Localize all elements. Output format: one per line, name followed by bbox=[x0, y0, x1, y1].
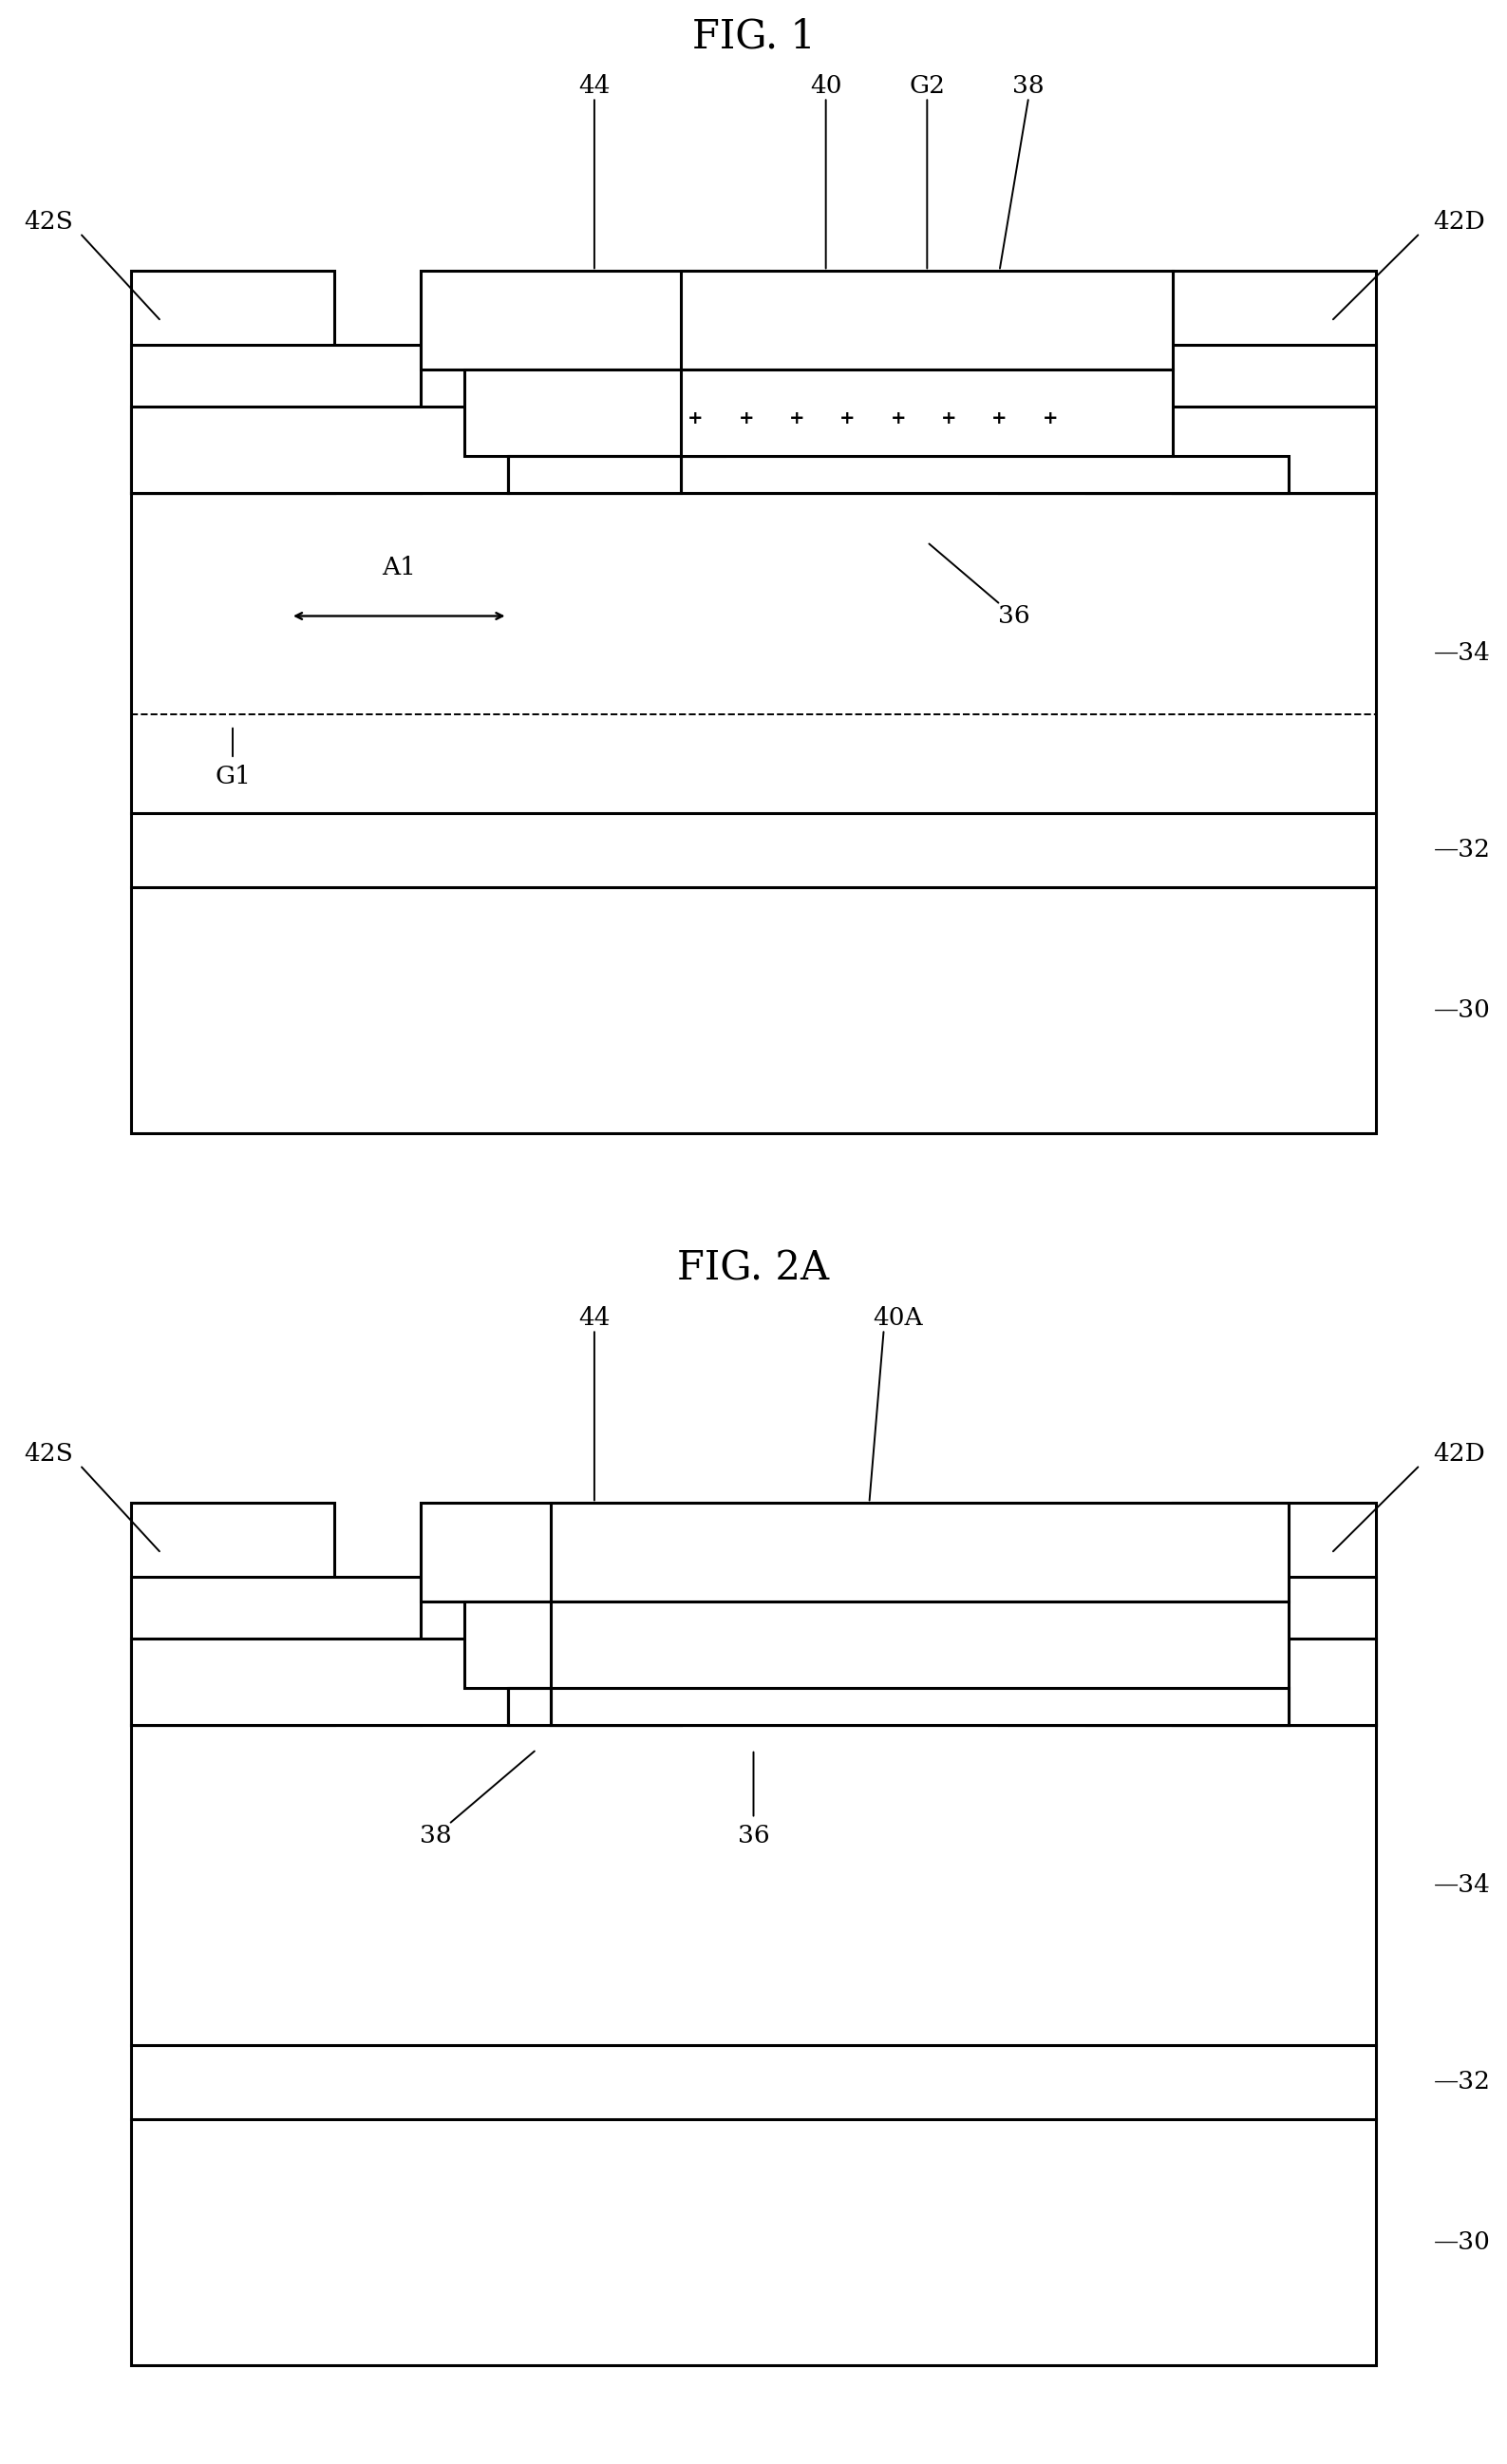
Bar bbox=[999, 1639, 1376, 1725]
Text: +: + bbox=[891, 409, 906, 429]
Text: 42S: 42S bbox=[24, 209, 74, 234]
Text: 38: 38 bbox=[419, 1823, 451, 1848]
Text: 36: 36 bbox=[737, 1823, 770, 1848]
Bar bbox=[131, 345, 420, 493]
Bar bbox=[1087, 345, 1376, 493]
Text: —34: —34 bbox=[1433, 1873, 1490, 1897]
Bar bbox=[131, 1503, 335, 1725]
Bar bbox=[508, 456, 681, 493]
Bar bbox=[131, 2119, 1376, 2365]
Text: 42S: 42S bbox=[24, 1441, 74, 1466]
Text: 40A: 40A bbox=[873, 1306, 924, 1331]
Bar bbox=[131, 407, 508, 493]
Text: FIG. 2A: FIG. 2A bbox=[678, 1249, 829, 1289]
Bar bbox=[552, 1602, 1288, 1688]
Text: 44: 44 bbox=[579, 1306, 610, 1331]
Text: +: + bbox=[738, 409, 754, 429]
Bar bbox=[131, 1639, 508, 1725]
Bar bbox=[1172, 271, 1376, 493]
Bar bbox=[131, 813, 1376, 887]
Bar bbox=[552, 1688, 1288, 1725]
Text: 38: 38 bbox=[1013, 74, 1044, 99]
Text: G1: G1 bbox=[214, 764, 250, 788]
Text: +: + bbox=[940, 409, 957, 429]
Text: +: + bbox=[839, 409, 856, 429]
Text: 44: 44 bbox=[579, 74, 610, 99]
Bar bbox=[131, 271, 335, 493]
Text: —32: —32 bbox=[1433, 2070, 1490, 2094]
Text: +: + bbox=[992, 409, 1007, 429]
Bar bbox=[1172, 1503, 1376, 1725]
Text: —30: —30 bbox=[1433, 998, 1490, 1023]
Text: +: + bbox=[687, 409, 704, 429]
Text: 42D: 42D bbox=[1433, 1441, 1486, 1466]
Text: 36: 36 bbox=[998, 604, 1029, 628]
Bar bbox=[131, 887, 1376, 1133]
Text: —34: —34 bbox=[1433, 641, 1490, 665]
Bar bbox=[508, 1688, 681, 1725]
Bar bbox=[464, 1602, 725, 1688]
Bar bbox=[131, 2045, 1376, 2119]
Bar bbox=[420, 271, 769, 370]
Bar bbox=[508, 1688, 681, 1725]
Bar bbox=[464, 370, 725, 456]
Text: FIG. 1: FIG. 1 bbox=[692, 17, 815, 57]
Text: A1: A1 bbox=[381, 554, 416, 579]
Bar bbox=[131, 1577, 420, 1725]
Text: —32: —32 bbox=[1433, 838, 1490, 862]
Bar bbox=[131, 493, 1376, 813]
Text: +: + bbox=[1043, 409, 1058, 429]
Text: —30: —30 bbox=[1433, 2230, 1490, 2255]
Bar bbox=[681, 370, 1172, 456]
Bar bbox=[552, 1688, 1288, 1725]
Bar bbox=[999, 407, 1376, 493]
Text: 42D: 42D bbox=[1433, 209, 1486, 234]
Bar bbox=[420, 1503, 769, 1602]
Bar bbox=[681, 271, 1172, 370]
Text: G2: G2 bbox=[909, 74, 945, 99]
Text: 40: 40 bbox=[809, 74, 842, 99]
Bar bbox=[131, 1725, 1376, 2045]
Text: +: + bbox=[790, 409, 805, 429]
Bar bbox=[552, 1503, 1288, 1602]
Bar bbox=[1087, 1577, 1376, 1725]
Bar bbox=[508, 456, 1288, 493]
